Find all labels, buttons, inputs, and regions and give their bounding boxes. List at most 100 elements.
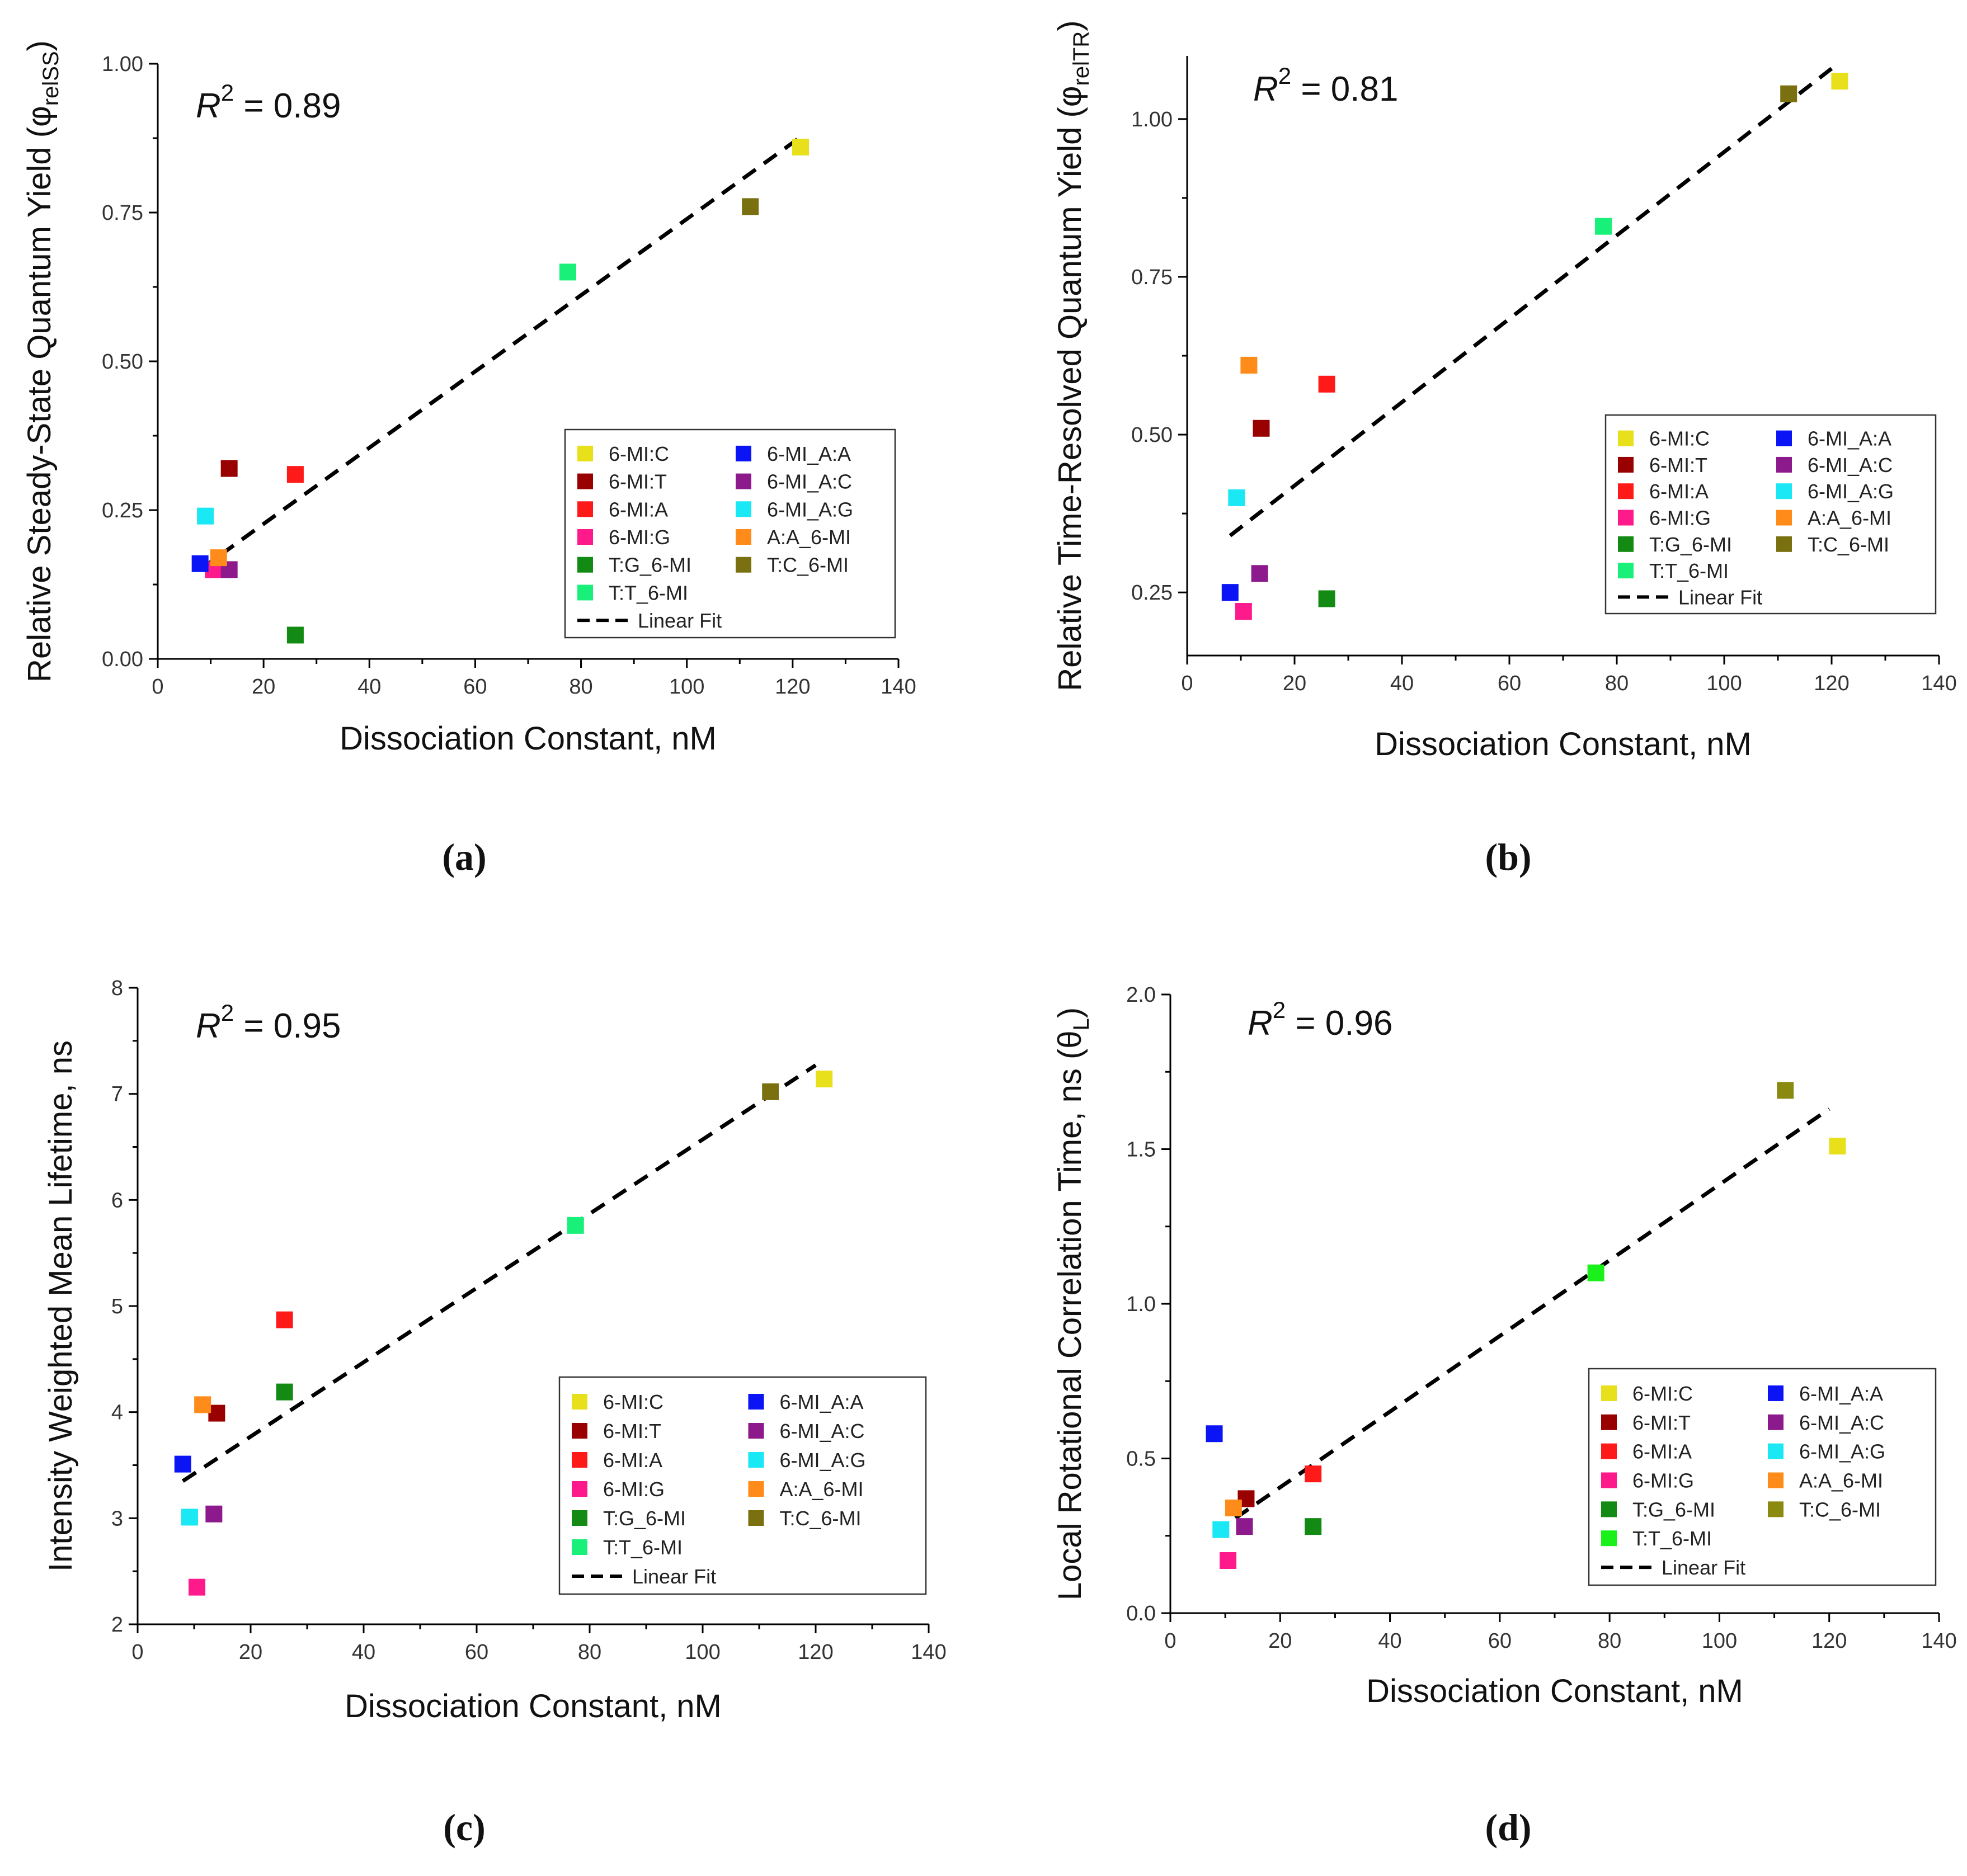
y-axis-title-sub: L — [1069, 1018, 1094, 1030]
legend-entry-label: 6-MI_A:A — [1799, 1382, 1883, 1405]
x-tick-label: 60 — [465, 1641, 488, 1664]
legend-entry-label: 6-MI_A:C — [1808, 454, 1893, 477]
y-axis-title-close: ) — [1052, 20, 1088, 31]
y-tick-label: 0.75 — [1131, 266, 1173, 289]
x-tick-label: 0 — [1181, 672, 1193, 695]
legend-entry-label: A:A_6-MI — [1808, 507, 1891, 530]
legend-entry-label: 6-MI:C — [603, 1390, 663, 1413]
r-squared-symbol: R — [196, 87, 221, 125]
data-point-6-mi-a-a — [1221, 584, 1239, 601]
y-tick-label: 1.00 — [1131, 108, 1173, 131]
y-axis-title-sub: relTR — [1069, 31, 1094, 86]
data-point-6-mi-t — [208, 1404, 225, 1422]
x-tick-label: 80 — [578, 1641, 601, 1664]
data-point-6-mi-a-g — [197, 507, 214, 525]
legend-fit-label: Linear Fit — [1662, 1556, 1745, 1579]
legend-box — [1604, 414, 1937, 615]
legend-swatch — [736, 445, 751, 461]
x-tick-label: 120 — [775, 675, 810, 699]
x-tick-label: 60 — [463, 675, 487, 699]
legend-entry-label: 6-MI:G — [1632, 1469, 1694, 1492]
legend-entry-label: 6-MI:C — [609, 442, 669, 465]
legend-swatch — [572, 1452, 587, 1468]
legend-swatch — [572, 1481, 587, 1497]
r-squared-label: R2 = 0.96 — [1248, 997, 1392, 1043]
x-tick-label: 80 — [1598, 1629, 1621, 1653]
data-point-6-mi-c — [792, 138, 810, 155]
x-axis-title: Dissociation Constant, nM — [1375, 726, 1752, 762]
data-point-6-mi-a-a — [191, 555, 209, 572]
x-tick-label: 20 — [252, 675, 275, 699]
legend-entry-label: 6-MI:A — [1649, 480, 1709, 503]
data-point-t-g-6-mi — [276, 1383, 293, 1401]
legend-swatch — [1618, 536, 1634, 552]
legend-entry-label: 6-MI:A — [603, 1449, 662, 1472]
legend-swatch — [1618, 510, 1634, 526]
data-point-t-t-6-mi — [559, 263, 576, 281]
legend-entry-label: 6-MI_A:C — [1799, 1411, 1884, 1434]
legend-swatch — [1776, 456, 1792, 473]
r-squared-label: R2 = 0.89 — [196, 79, 341, 125]
data-point-6-mi-a-a — [174, 1455, 191, 1473]
x-tick-label: 140 — [1921, 672, 1956, 695]
y-axis-title: Relative Time-Resolved Quantum Yield (φr… — [1052, 20, 1094, 691]
legend-entry-label: A:A_6-MI — [1799, 1469, 1883, 1492]
legend-entry-label: 6-MI_A:G — [1808, 480, 1894, 503]
r-squared-label: R2 = 0.95 — [196, 1000, 341, 1045]
x-tick-label: 120 — [1811, 1629, 1847, 1653]
legend-swatch — [577, 557, 593, 573]
x-tick-label: 120 — [798, 1641, 833, 1664]
r-squared-superscript: 2 — [221, 1000, 234, 1026]
x-tick-label: 60 — [1488, 1629, 1512, 1653]
r-squared-symbol: R — [196, 1007, 221, 1045]
y-tick-label: 3 — [111, 1507, 123, 1530]
legend-entry-label: T:G_6-MI — [1649, 533, 1732, 556]
linear-fit-line — [1213, 1107, 1830, 1535]
r-squared-superscript: 2 — [221, 79, 234, 106]
chart-panel-a: 0 20 40 60 80 100 120 140 0.00 0.25 0.50 0.75 1.00 Di… — [21, 40, 916, 878]
x-tick-label: 120 — [1814, 672, 1849, 695]
data-point-6-mi-c — [1831, 73, 1848, 90]
legend-entry-label: 6-MI:A — [1632, 1440, 1692, 1463]
x-tick-label: 100 — [1702, 1629, 1737, 1653]
y-axis-title-sub: relSS — [39, 51, 63, 106]
y-tick-label: 5 — [111, 1295, 123, 1318]
x-tick-label: 80 — [569, 675, 592, 699]
legend-entry-label: T:T_6-MI — [603, 1536, 683, 1559]
legend-swatch — [1601, 1414, 1617, 1430]
legend-entry-label: 6-MI:T — [1649, 454, 1707, 477]
linear-fit-line — [199, 133, 804, 572]
y-tick-label: 7 — [111, 1083, 123, 1106]
data-point-t-g-6-mi — [286, 626, 304, 644]
y-tick-label: 2 — [111, 1613, 123, 1637]
r-squared-superscript: 2 — [1278, 63, 1291, 89]
linear-fit-line — [181, 1063, 817, 1483]
r-squared-value: = 0.89 — [234, 87, 341, 125]
r-squared-value: = 0.95 — [234, 1007, 341, 1045]
data-point-t-c-6-mi — [1777, 1082, 1794, 1099]
legend-entry-label: T:C_6-MI — [1808, 533, 1889, 556]
y-tick-label: 0.25 — [1131, 581, 1173, 605]
legend-fit-label: Linear Fit — [1678, 586, 1762, 609]
x-tick-label: 20 — [1283, 672, 1306, 695]
legend-swatch — [1776, 536, 1792, 552]
legend-swatch — [1601, 1385, 1617, 1401]
legend-swatch — [577, 501, 593, 517]
y-tick-label: 0.0 — [1126, 1602, 1156, 1625]
x-tick-label: 100 — [1706, 672, 1742, 695]
data-point-6-mi-a — [1318, 375, 1335, 393]
data-point-6-mi-g — [189, 1578, 206, 1596]
r-squared-symbol: R — [1248, 1004, 1273, 1043]
x-tick-label: 140 — [881, 675, 916, 699]
x-axis-title: Dissociation Constant, nM — [345, 1688, 722, 1724]
legend-swatch — [1601, 1443, 1617, 1459]
x-tick-label: 100 — [669, 675, 704, 699]
legend-entry-label: 6-MI:T — [1632, 1411, 1691, 1434]
legend-swatch — [1768, 1501, 1784, 1517]
x-tick-label: 140 — [911, 1641, 946, 1664]
legend-swatch — [736, 473, 751, 489]
y-tick-label: 0.50 — [1131, 423, 1173, 447]
legend-entry-label: 6-MI:C — [1649, 427, 1710, 450]
y-tick-label: 6 — [111, 1189, 123, 1212]
legend-swatch — [736, 557, 751, 573]
